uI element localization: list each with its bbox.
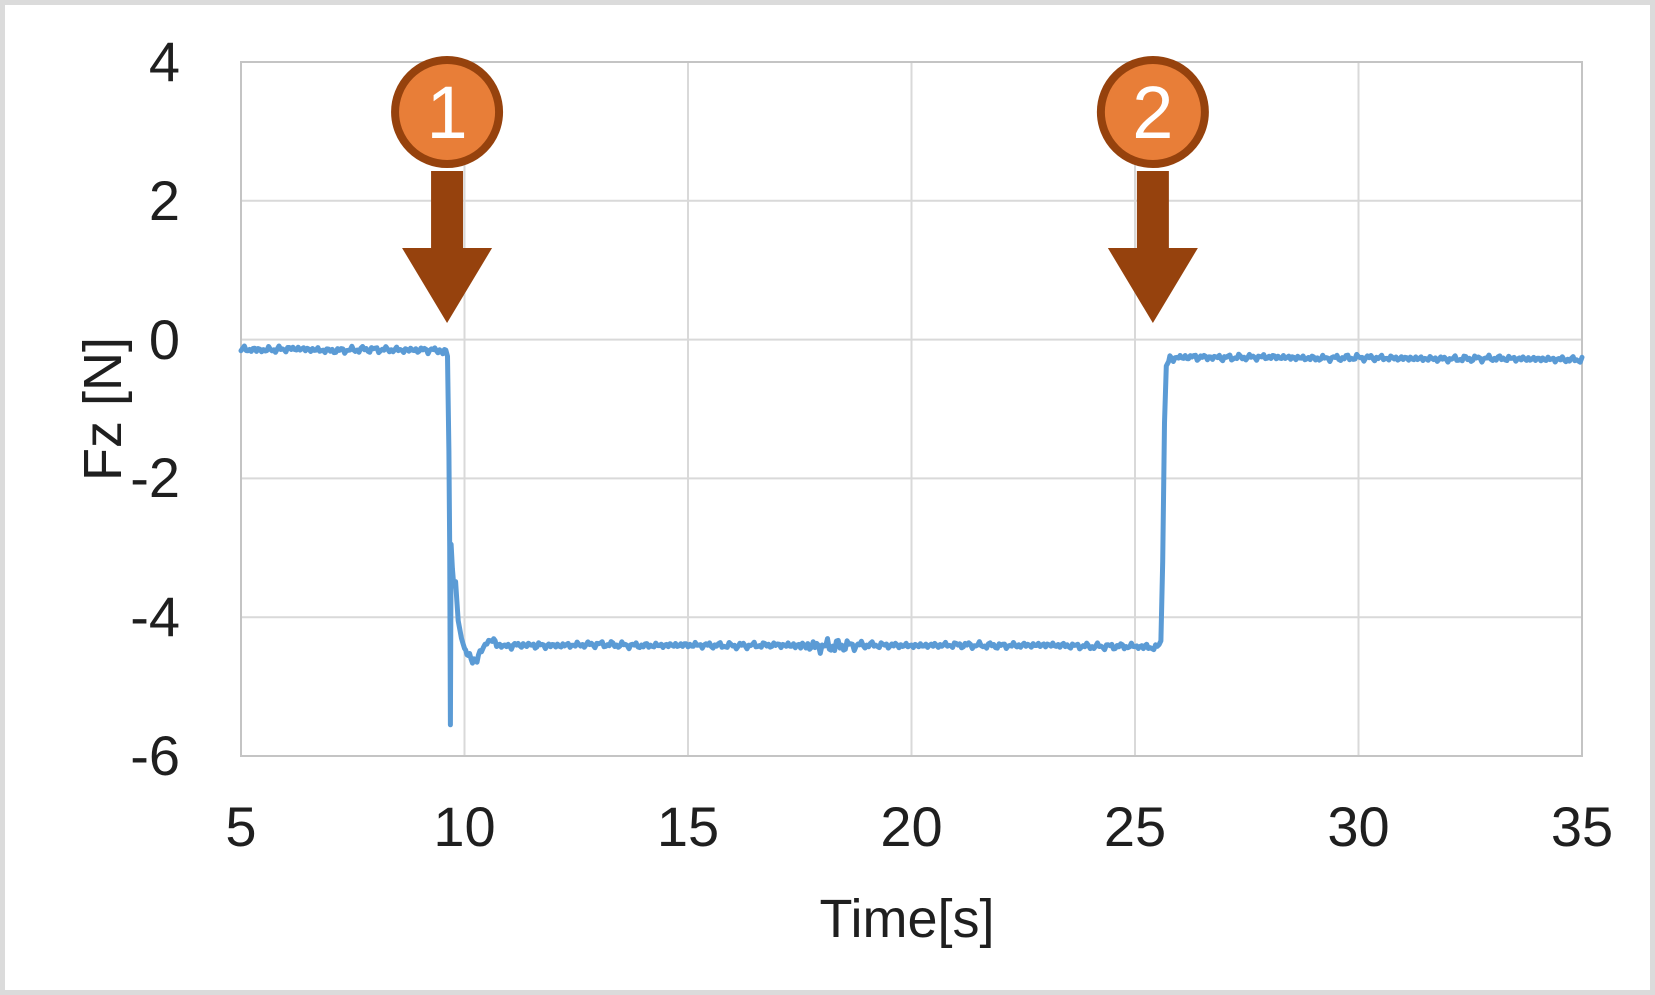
- y-tick-label: 0: [148, 307, 180, 371]
- y-tick-label: 2: [148, 168, 180, 232]
- x-tick-label: 35: [1550, 795, 1614, 858]
- x-axis-title: Time[s]: [819, 889, 995, 949]
- annotation-number-2: 2: [1132, 71, 1173, 154]
- y-tick-label: 4: [148, 30, 180, 93]
- x-tick-label: 5: [225, 795, 257, 858]
- y-tick-label: -2: [130, 446, 180, 510]
- y-tick-label: -6: [130, 724, 180, 787]
- down-arrow-1: [402, 171, 493, 323]
- fz-series-line: [238, 343, 1585, 728]
- x-tick-label: 15: [656, 795, 720, 858]
- x-tick-label: 10: [433, 795, 496, 858]
- x-tick-label: 30: [1327, 795, 1390, 858]
- x-tick-label: 20: [880, 795, 943, 858]
- y-tick-label: -4: [130, 585, 180, 649]
- down-arrow-2: [1107, 171, 1198, 323]
- annotation-circle-1: [391, 56, 504, 168]
- plot-border: [240, 61, 1583, 757]
- annotation-number-1: 1: [426, 71, 467, 154]
- annotation-circle-2: [1096, 56, 1209, 168]
- x-tick-label: 25: [1103, 795, 1167, 858]
- y-axis-title: Fz [N]: [73, 337, 133, 481]
